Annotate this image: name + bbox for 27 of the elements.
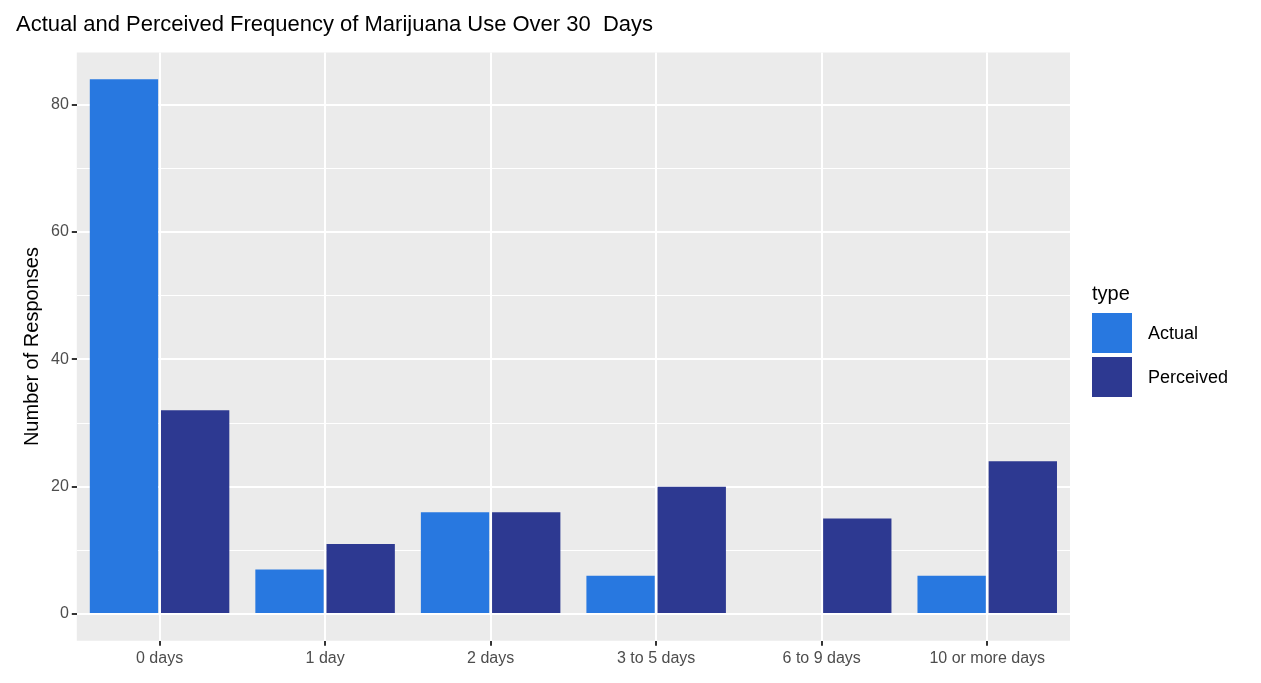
bar: [988, 461, 1057, 614]
bar: [586, 575, 655, 614]
bar: [326, 544, 395, 614]
x-tick-label: 0 days: [135, 648, 184, 666]
legend-label: Perceived: [1148, 366, 1229, 388]
bar: [917, 575, 986, 614]
y-tick-label: 80: [51, 95, 69, 113]
chart-title: Actual and Perceived Frequency of Marijuana Use Over 30 Days: [16, 11, 654, 37]
bar: [89, 79, 159, 614]
bar: [657, 486, 726, 614]
x-tick-label: 3 to 5 days: [617, 648, 696, 666]
x-tick-label: 10 or more days: [929, 648, 1046, 666]
bar: [420, 512, 490, 614]
y-axis-title: Number of Responses: [19, 247, 42, 447]
y-tick-label: 0: [59, 604, 69, 622]
bar: [492, 512, 561, 614]
legend-title: type: [1092, 282, 1131, 305]
y-tick-label: 40: [51, 349, 69, 367]
x-tick-label: 2 days: [467, 648, 515, 666]
bar: [255, 569, 324, 614]
legend-label: Actual: [1148, 322, 1199, 344]
x-tick-label: 1 day: [305, 648, 345, 666]
bar: [160, 410, 230, 614]
y-tick-label: 20: [51, 477, 69, 495]
y-tick-label: 60: [51, 222, 69, 240]
x-tick-label: 6 to 9 days: [782, 648, 861, 666]
bar: [823, 518, 892, 614]
